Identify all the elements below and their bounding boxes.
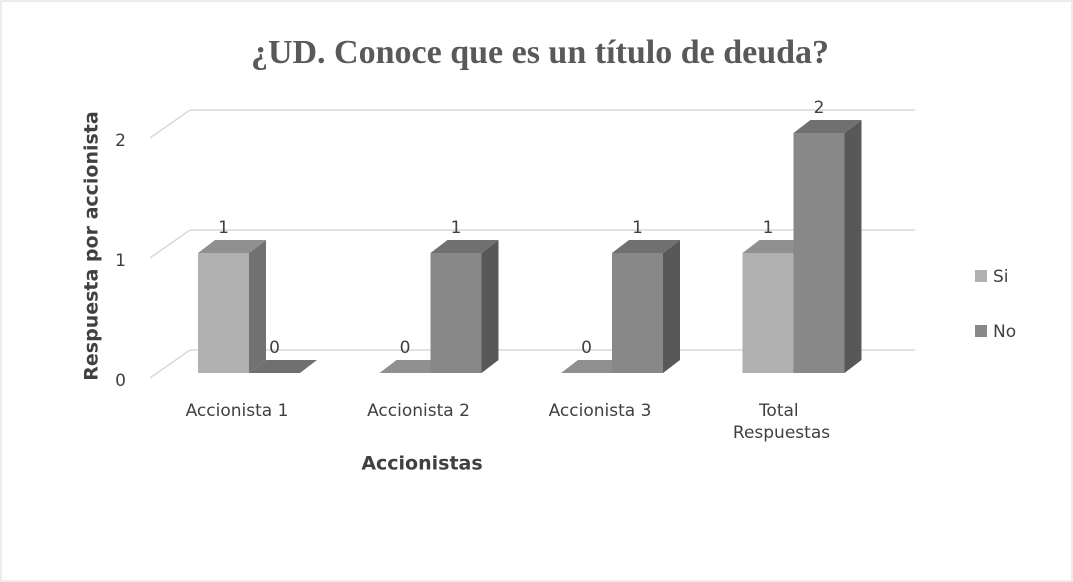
grid-line (149, 229, 915, 259)
bar-top (249, 360, 317, 373)
bar-top (430, 240, 499, 253)
bar-front (198, 253, 249, 373)
y-axis-title: Respuesta por accionista (81, 111, 103, 380)
x-tick-label: Accionista 3 (549, 401, 652, 421)
x-tick-label: Accionista 1 (186, 401, 289, 421)
bar-side (249, 240, 266, 373)
data-label: 1 (451, 218, 462, 238)
y-tick-label: 0 (115, 371, 126, 391)
bar (430, 240, 499, 373)
data-label: 0 (581, 338, 592, 358)
bar-side (481, 240, 499, 373)
data-label: 0 (400, 338, 411, 358)
data-label: 1 (632, 218, 643, 238)
data-label: 1 (218, 218, 229, 238)
bar-top (198, 240, 266, 253)
bar-top (612, 240, 680, 253)
bar-front (612, 253, 663, 373)
x-tick-label: Accionista 2 (367, 401, 470, 421)
data-label: 1 (763, 218, 774, 238)
data-label: 2 (814, 98, 825, 118)
bar-front (430, 253, 482, 373)
x-axis-title: Accionistas (361, 453, 482, 475)
x-tick-label: Total Respuestas (733, 401, 830, 443)
y-tick-label: 2 (115, 131, 126, 151)
bar-front (742, 253, 794, 373)
bar-side (844, 120, 862, 373)
legend-swatch (975, 270, 987, 282)
legend-swatch (975, 325, 987, 337)
legend-label: No (993, 322, 1016, 342)
bar (198, 240, 266, 373)
grid-line (149, 109, 915, 139)
legend-label: Si (993, 267, 1009, 287)
bar (612, 240, 680, 373)
bar-front (793, 133, 845, 373)
chart-title: ¿UD. Conoce que es un título de deuda? (251, 34, 829, 71)
bar (249, 360, 317, 373)
y-tick-label: 1 (115, 251, 126, 271)
bar-side (663, 240, 680, 373)
data-label: 0 (269, 338, 280, 358)
bar (793, 120, 862, 373)
bar-top (793, 120, 862, 133)
